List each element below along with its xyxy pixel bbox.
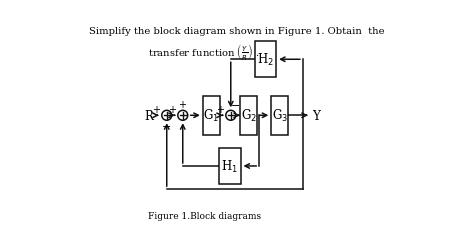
- Text: −: −: [162, 122, 171, 132]
- Bar: [255, 42, 276, 78]
- Text: +: +: [178, 100, 186, 110]
- Text: Simplify the block diagram shown in Figure 1. Obtain  the: Simplify the block diagram shown in Figu…: [89, 27, 385, 36]
- Text: transfer function $\left(\frac{Y}{R}\right)$ .: transfer function $\left(\frac{Y}{R}\rig…: [148, 41, 260, 61]
- Circle shape: [226, 111, 236, 121]
- Bar: [203, 96, 219, 135]
- Text: −: −: [231, 100, 241, 110]
- Text: H$_2$: H$_2$: [257, 52, 274, 68]
- Text: Y: Y: [312, 109, 319, 122]
- Text: G$_2$: G$_2$: [241, 108, 256, 124]
- Text: H$_1$: H$_1$: [221, 158, 238, 174]
- Text: +: +: [152, 105, 160, 115]
- Text: G$_1$: G$_1$: [203, 108, 219, 124]
- Bar: [271, 96, 288, 135]
- Circle shape: [178, 111, 188, 121]
- Text: +: +: [168, 105, 176, 115]
- Text: +: +: [216, 105, 224, 115]
- Bar: [219, 148, 241, 184]
- Text: R: R: [145, 109, 154, 122]
- Circle shape: [162, 111, 172, 121]
- Text: G$_3$: G$_3$: [272, 108, 288, 124]
- Bar: [240, 96, 257, 135]
- Text: Figure 1.Block diagrams: Figure 1.Block diagrams: [148, 211, 261, 220]
